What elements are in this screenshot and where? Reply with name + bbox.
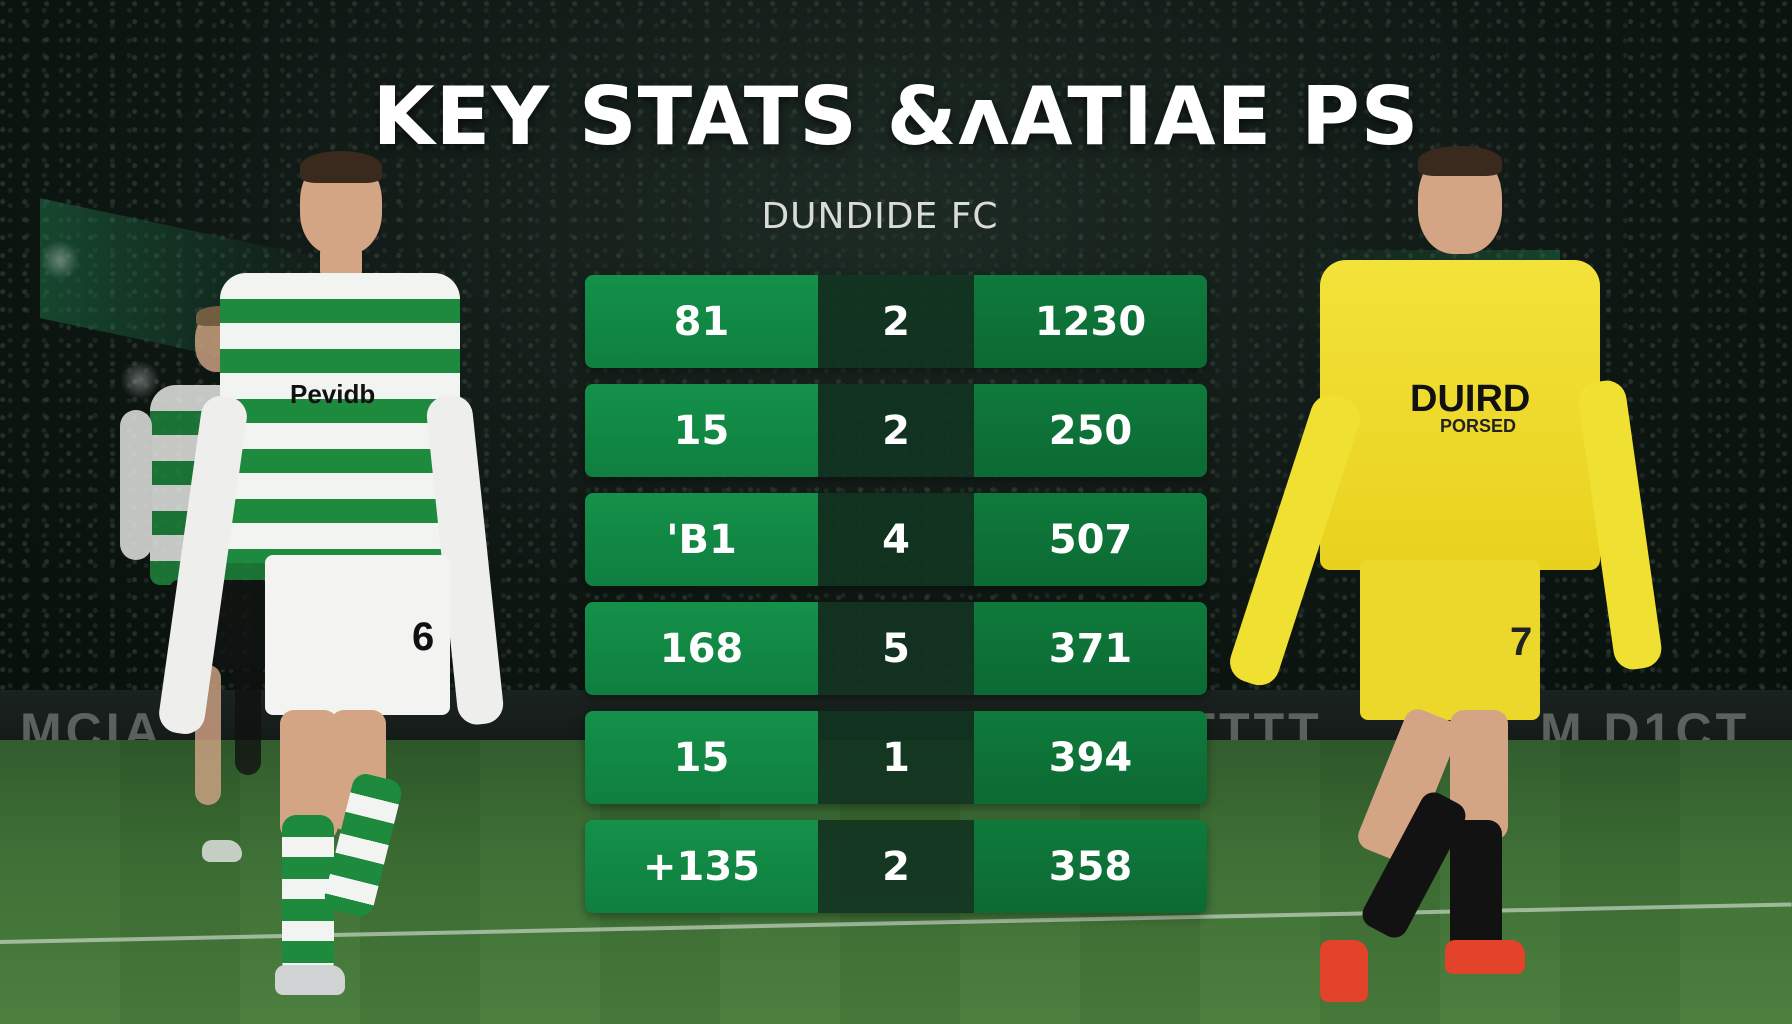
stat-left-value: 15 <box>585 711 818 804</box>
right-shorts-number: 7 <box>1510 620 1533 664</box>
right-sponsor: DUIRD <box>1410 378 1531 420</box>
stat-right-value: 1230 <box>974 275 1207 368</box>
right-player: DUIRD PORSED 7 <box>1224 146 1664 1002</box>
left-shorts-number: 6 <box>412 615 435 659</box>
stat-mid-value: 4 <box>818 493 974 586</box>
stat-right-value: 394 <box>974 711 1207 804</box>
stat-row: 168 5 371 <box>585 602 1207 695</box>
stat-right-value: 358 <box>974 820 1207 913</box>
page-title: KEY STATS &ʌATIAE PS <box>372 70 1420 163</box>
stat-left-value: 15 <box>585 384 818 477</box>
stat-row: 'B1 4 507 <box>585 493 1207 586</box>
stat-row: 81 2 1230 <box>585 275 1207 368</box>
stat-mid-value: 2 <box>818 384 974 477</box>
stat-mid-value: 2 <box>818 275 974 368</box>
left-player: Pevidb 6 <box>156 151 506 995</box>
team-subtitle: DUNDIDE FC <box>761 196 999 237</box>
stats-table: 81 2 1230 15 2 250 'B1 4 507 168 5 371 15 1 394 +135 2 35… <box>585 275 1207 929</box>
left-sponsor: Pevidb <box>290 379 376 409</box>
stat-row: 15 1 394 <box>585 711 1207 804</box>
stat-mid-value: 5 <box>818 602 974 695</box>
stat-left-value: 'B1 <box>585 493 818 586</box>
stat-right-value: 250 <box>974 384 1207 477</box>
stat-row: +135 2 358 <box>585 820 1207 913</box>
stat-left-value: +135 <box>585 820 818 913</box>
stat-right-value: 507 <box>974 493 1207 586</box>
stat-row: 15 2 250 <box>585 384 1207 477</box>
stat-mid-value: 2 <box>818 820 974 913</box>
stat-left-value: 81 <box>585 275 818 368</box>
stat-right-value: 371 <box>974 602 1207 695</box>
stat-left-value: 168 <box>585 602 818 695</box>
floodlight-flare <box>120 360 160 400</box>
floodlight-flare <box>40 240 80 280</box>
stat-mid-value: 1 <box>818 711 974 804</box>
right-sponsor-sub: PORSED <box>1440 416 1517 436</box>
